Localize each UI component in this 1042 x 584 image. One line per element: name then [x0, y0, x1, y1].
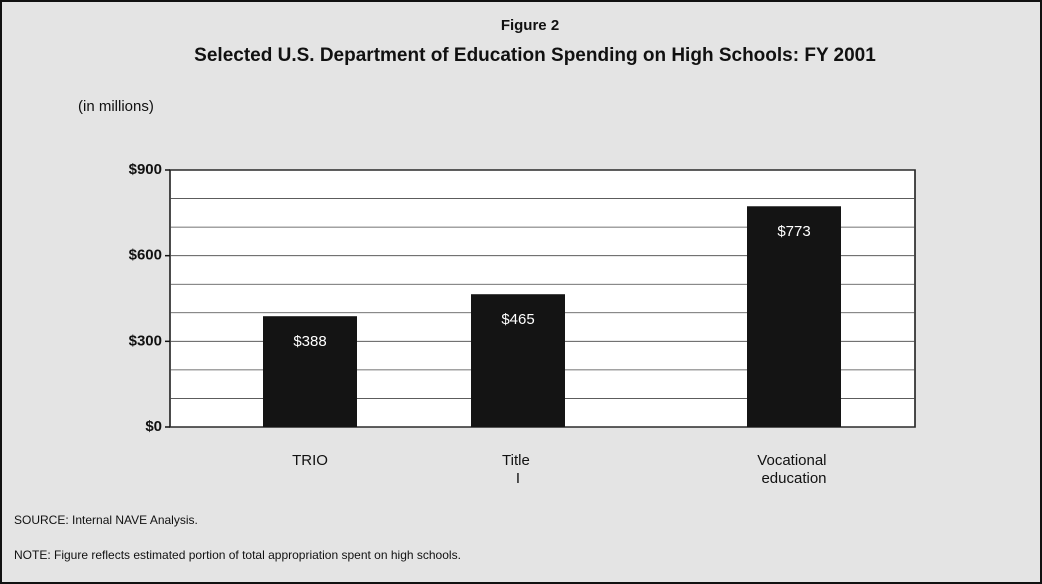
y-tick-label: $0	[145, 418, 162, 435]
figure-label: Figure 2	[501, 17, 559, 34]
value-label: $773	[777, 223, 810, 240]
x-tick-label-line: I	[516, 470, 520, 487]
source: SOURCE: Internal NAVE Analysis.	[14, 513, 198, 527]
value-label: $388	[293, 333, 326, 350]
x-tick-label-line: Title	[502, 452, 534, 469]
note: NOTE: Figure reflects estimated portion …	[14, 548, 461, 562]
bar	[263, 316, 357, 427]
x-tick-label: Title I	[502, 452, 534, 487]
bar	[471, 294, 565, 427]
y-tick-label: $300	[129, 332, 162, 349]
y-tick-label: $900	[129, 161, 162, 178]
bar	[747, 206, 841, 427]
y-tick-label: $600	[129, 247, 162, 264]
x-tick-label: Vocational education	[757, 452, 830, 487]
y-axis-label: (in millions)	[78, 98, 154, 115]
value-label: $465	[501, 311, 534, 328]
x-tick-label: TRIO	[292, 452, 328, 469]
x-tick-label-line: education	[761, 470, 826, 487]
chart-title: Selected U.S. Department of Education Sp…	[194, 45, 876, 66]
x-tick-label-line: Vocational	[757, 452, 830, 469]
